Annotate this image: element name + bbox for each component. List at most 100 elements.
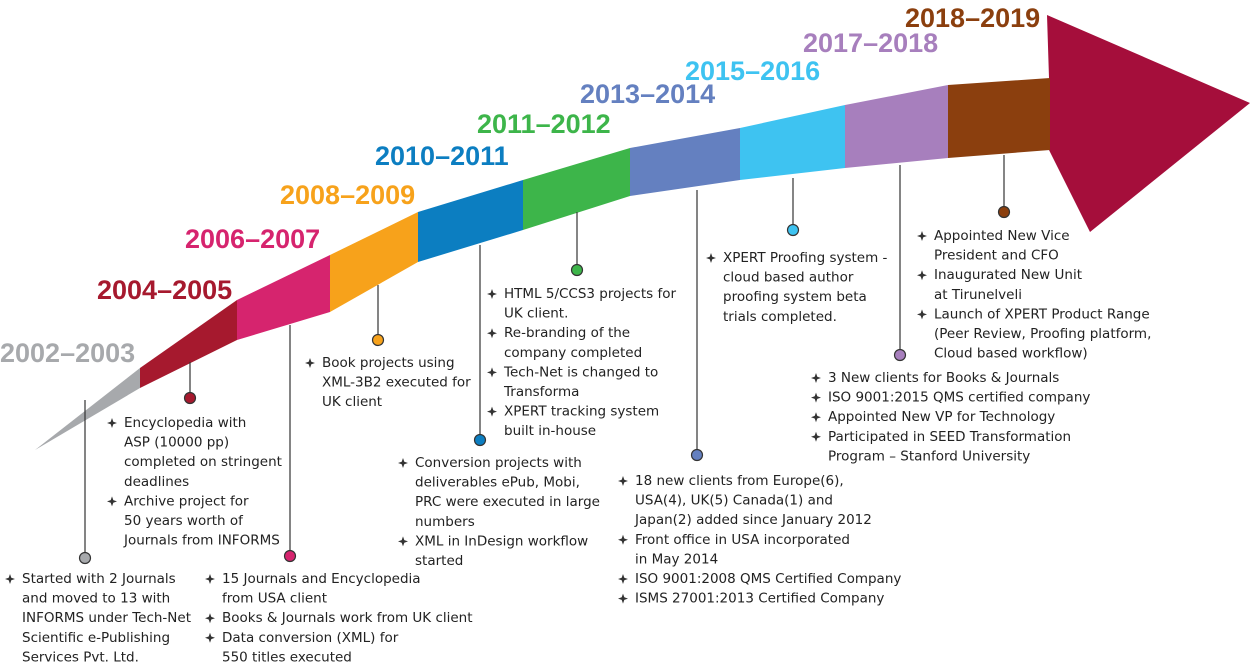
milestone-text: 50 years worth of [124, 513, 244, 529]
milestone-text: numbers [415, 514, 475, 530]
milestone-text: UK client. [504, 306, 568, 322]
bullet [398, 458, 408, 468]
milestone-text: deliverables ePub, Mobi, [415, 475, 580, 491]
milestone-text: HTML 5/CCS3 projects for [504, 286, 676, 302]
milestone-text: Participated in SEED Transformation [828, 429, 1071, 445]
milestone-text: proofing system beta [723, 289, 867, 305]
connector-dot [893, 348, 907, 362]
bullet [917, 270, 927, 281]
milestone-text: ISMS 27001:2013 Certified Company [635, 591, 884, 607]
bullet [917, 231, 927, 241]
period-label: 2011–2012 [477, 109, 611, 139]
milestone-text: INFORMS under Tech-Net [22, 610, 191, 626]
period-label: 2015–2016 [685, 56, 820, 86]
milestone-text: Scientific e-Publishing [22, 630, 170, 646]
bullet [811, 392, 821, 403]
milestone-text: Inaugurated New Unit [934, 267, 1082, 283]
milestone-text: UK client [322, 394, 382, 410]
milestone-text: Book projects using [322, 355, 455, 371]
milestone-text: from USA client [222, 591, 327, 607]
period-label: 2008–2009 [280, 180, 415, 210]
bullet [811, 431, 821, 442]
period-label: 2010–2011 [375, 141, 509, 171]
bullet [487, 367, 497, 378]
period-label: 2017–2018 [803, 28, 938, 58]
milestone-text: 18 new clients from Europe(6), [635, 473, 844, 489]
milestone-text: Cloud based workflow) [934, 346, 1088, 362]
arrow-segment [418, 180, 523, 262]
milestone-text: ISO 9001:2008 QMS Certified Company [635, 571, 901, 587]
milestone-text: Japan(2) added since January 2012 [634, 512, 872, 528]
period-label: 2002–2003 [0, 338, 135, 368]
period-label: 2004–2005 [97, 275, 232, 305]
milestone-text: XML in InDesign workflow [415, 533, 588, 549]
milestone-text: 15 Journals and Encyclopedia [222, 571, 421, 587]
bullet [398, 536, 408, 547]
bullet [487, 289, 497, 299]
connector-dot [997, 205, 1011, 219]
milestone-text: (Peer Review, Proofing platform, [934, 326, 1151, 342]
bullet [618, 534, 628, 545]
milestone-text: PRC were executed in large [415, 494, 600, 510]
milestone-text: Books & Journals work from UK client [222, 610, 473, 626]
period-label: 2006–2007 [185, 224, 320, 254]
milestone-text: company completed [504, 345, 642, 361]
milestone-text: Tech-Net is changed to [503, 364, 658, 380]
arrow-head [1047, 15, 1250, 232]
milestone-text: cloud based author [723, 270, 854, 286]
bullet [205, 574, 215, 584]
milestone-text: Conversion projects with [415, 455, 582, 471]
connector-dot [473, 433, 487, 447]
arrow-segment [845, 85, 948, 168]
milestone-text: in May 2014 [635, 551, 718, 567]
milestone-text: and moved to 13 with [22, 591, 170, 607]
milestone-text: 3 New clients for Books & Journals [828, 370, 1059, 386]
milestone-text: Program – Stanford University [828, 448, 1030, 464]
milestone-text: President and CFO [934, 248, 1059, 264]
period-label: 2018–2019 [905, 3, 1040, 33]
arrow-segment [35, 368, 140, 450]
bullet [917, 309, 927, 320]
milestone-text: XML-3B2 executed for [322, 375, 471, 391]
bullet [205, 632, 215, 643]
connector-dot [183, 391, 197, 405]
milestone-text: Archive project for [124, 493, 249, 509]
connector-dot [786, 223, 800, 237]
connector-dot [78, 551, 92, 565]
bullet [618, 574, 628, 584]
arrow-segment [330, 212, 418, 312]
bullet [305, 358, 315, 368]
period-label: 2013–2014 [580, 79, 715, 109]
milestone-text: at Tirunelveli [934, 287, 1022, 303]
milestone-text: ISO 9001:2015 QMS certified company [828, 390, 1090, 406]
bullet [811, 373, 821, 383]
milestone-text: Appointed New VP for Technology [828, 409, 1055, 425]
arrow-segment [630, 128, 740, 196]
arrow-segment [237, 255, 330, 340]
connector-dot [690, 448, 704, 462]
bullet [487, 328, 497, 339]
bullet [205, 613, 215, 624]
arrow-segment [740, 105, 845, 180]
bullet [706, 253, 716, 263]
milestone-text: Services Pvt. Ltd. [22, 649, 139, 665]
milestone-text: built in-house [504, 423, 596, 439]
milestone-text: Re-branding of the [504, 325, 630, 341]
bullet [107, 418, 117, 428]
bullet [5, 574, 15, 584]
milestone-text: deadlines [124, 474, 189, 490]
milestone-text: Transforma [503, 384, 579, 400]
milestone-text: started [415, 553, 463, 569]
bullet [487, 406, 497, 417]
milestone-text: Encyclopedia with [124, 415, 246, 431]
connector-dot [283, 549, 297, 563]
bullet [618, 593, 628, 604]
milestone-text: USA(4), UK(5) Canada(1) and [635, 493, 833, 509]
milestone-text: Front office in USA incorporated [635, 532, 850, 548]
bullet [618, 476, 628, 486]
milestone-text: XPERT Proofing system - [723, 250, 888, 266]
milestone-text: Data conversion (XML) for [222, 630, 399, 646]
arrow-segment [948, 78, 1050, 158]
milestone-text: trials completed. [723, 309, 837, 325]
